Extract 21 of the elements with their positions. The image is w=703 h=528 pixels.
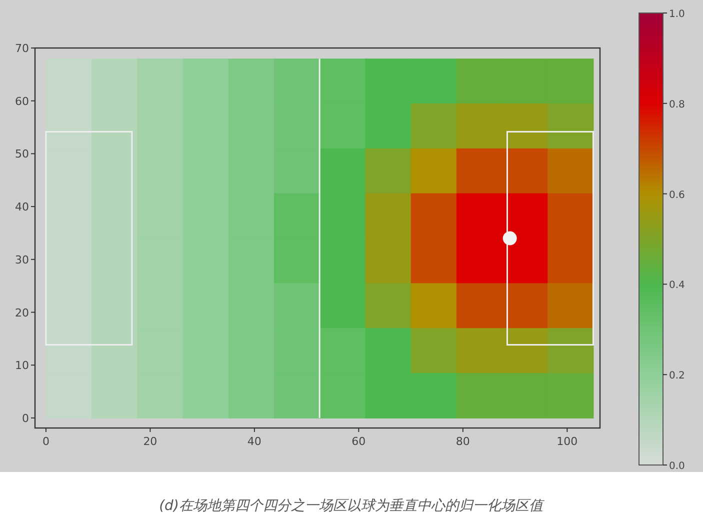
y-tick-label: 60 (15, 94, 29, 108)
y-tick-label: 10 (15, 359, 29, 372)
x-tick-label: 20 (143, 435, 158, 448)
color-bar-label: 0.2 (669, 370, 685, 382)
text: (d)在场地第四个四分之一场区以球为垂直中心的归一化场区值 (159, 498, 545, 514)
x-tick-label: 100 (556, 435, 578, 448)
color-bar-label: 0.4 (669, 280, 685, 292)
y-tick-label: 70 (15, 42, 29, 55)
x-tick-label: 0 (42, 435, 50, 448)
x-tick-label: 60 (352, 435, 366, 448)
color-bar-label: 1.0 (669, 9, 685, 20)
y-tick-label: 20 (15, 306, 29, 320)
color-bar-label: 0.6 (669, 190, 685, 201)
y-tick-label: 30 (15, 253, 29, 266)
y-tick-label: 40 (15, 200, 29, 214)
y-tick-label: 0 (22, 412, 29, 425)
color-bar-label: 0.8 (669, 99, 685, 110)
y-tick-label: 50 (15, 148, 29, 161)
x-tick-label: 80 (456, 435, 470, 448)
color-bar-label: 0.0 (669, 461, 685, 472)
x-tick-label: 40 (247, 435, 262, 448)
